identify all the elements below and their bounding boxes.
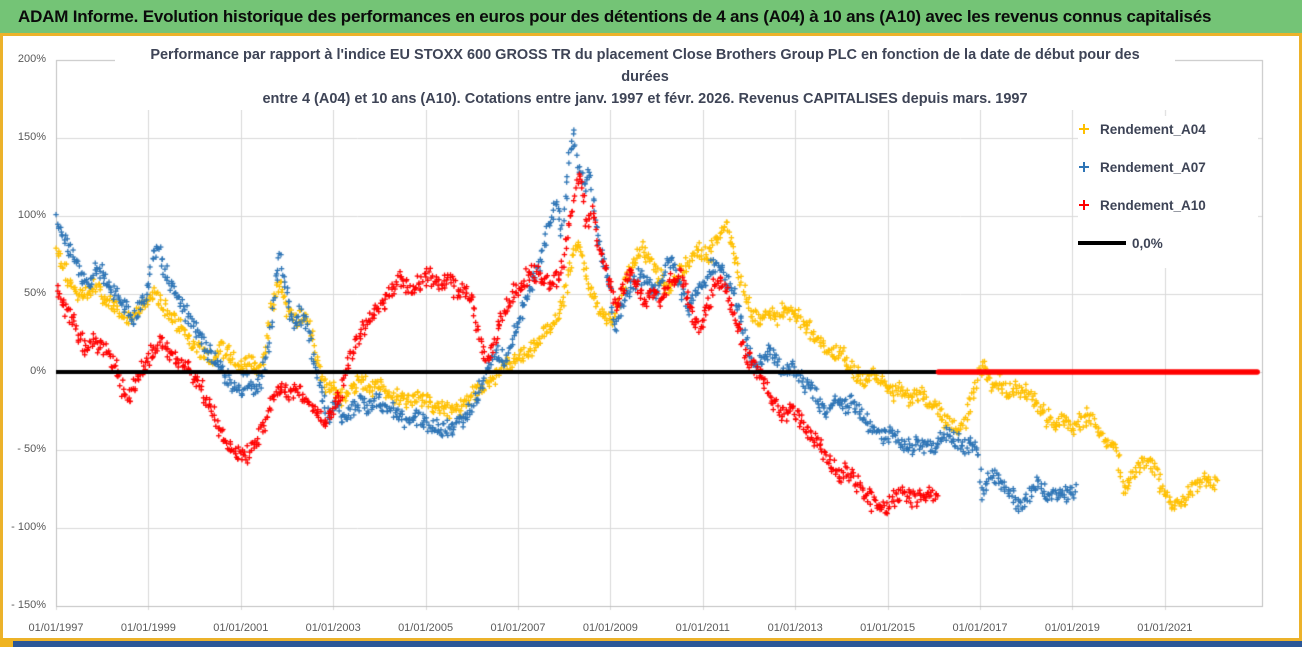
legend-item-rendement-a04: Rendement_A04 [1078, 116, 1258, 142]
x-axis-tick-label: 01/01/2013 [767, 622, 823, 634]
legend-label: Rendement_A10 [1100, 197, 1206, 213]
x-axis-tick-label: 01/01/2003 [305, 622, 361, 634]
chart-title-line3: entre 4 (A04) et 10 ans (A10). Cotations… [262, 91, 1028, 107]
plus-marker-icon [1078, 161, 1090, 173]
y-axis-tick-label: 100% [17, 209, 46, 221]
chart-title-line1: Performance par rapport à l'indice EU ST… [150, 47, 1140, 63]
legend-item-zero-line: 0,0% [1078, 230, 1258, 256]
legend-label: Rendement_A04 [1100, 121, 1206, 137]
plus-marker-icon [1078, 199, 1090, 211]
x-axis-tick-label: 01/01/1997 [28, 622, 84, 634]
x-axis-tick-label: 01/01/2011 [675, 622, 730, 634]
y-axis-tick-label: 0% [30, 365, 46, 377]
x-axis-tick-label: 01/01/2017 [952, 622, 1008, 634]
x-axis-tick-label: 01/01/2021 [1137, 622, 1193, 634]
zero-line-icon [1078, 241, 1126, 245]
banner-title: ADAM Informe. Evolution historique des p… [0, 0, 1302, 33]
y-axis-tick-label: 150% [17, 131, 46, 143]
x-axis-tick-label: 01/01/1999 [120, 622, 176, 634]
chart-title: Performance par rapport à l'indice EU ST… [115, 44, 1175, 110]
x-axis-tick-label: 01/01/2007 [490, 622, 546, 634]
y-axis-tick-label: 50% [23, 287, 46, 299]
chart-title-line2: durées [621, 69, 669, 85]
legend-item-rendement-a10: Rendement_A10 [1078, 192, 1258, 218]
x-axis-tick-label: 01/01/2001 [213, 622, 269, 634]
y-axis-tick-label: - 100% [11, 521, 46, 533]
x-axis-tick-label: 01/01/2009 [582, 622, 638, 634]
legend-label: Rendement_A07 [1100, 159, 1206, 175]
gold-corner [0, 638, 13, 647]
y-axis-tick-label: 200% [17, 53, 46, 65]
chart-legend: Rendement_A04 Rendement_A07 Rendement_A1… [1078, 116, 1258, 268]
bottom-blue-bar [13, 641, 1302, 647]
y-axis-tick-label: - 50% [17, 443, 46, 455]
x-axis-tick-label: 01/01/2015 [860, 622, 916, 634]
legend-label: 0,0% [1132, 235, 1163, 251]
legend-item-rendement-a07: Rendement_A07 [1078, 154, 1258, 180]
plus-marker-icon [1078, 123, 1090, 135]
y-axis-tick-label: - 150% [11, 599, 46, 611]
x-axis-tick-label: 01/01/2019 [1044, 622, 1100, 634]
x-axis-tick-label: 01/01/2005 [398, 622, 454, 634]
